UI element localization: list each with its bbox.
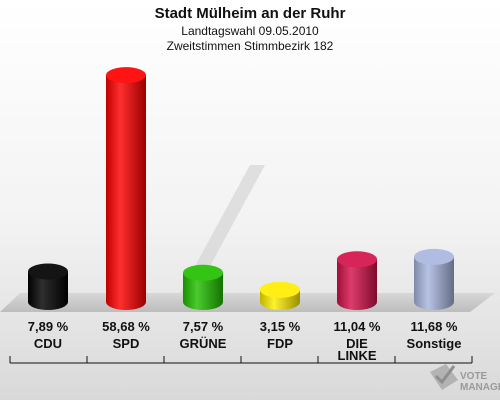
bar-sonstige <box>414 248 454 310</box>
bar-top <box>106 67 146 84</box>
bar-top <box>414 248 454 265</box>
value-label: 58,68 % <box>102 319 150 334</box>
bar-cdu <box>28 263 68 310</box>
value-label: 11,04 % <box>334 319 381 334</box>
logo-text-vote: VOTE <box>460 371 488 382</box>
bar-spd <box>106 67 146 310</box>
chart-title: Stadt Mülheim an der Ruhr <box>155 5 346 22</box>
bar-fdp <box>260 281 300 310</box>
category-label: SPD <box>113 336 140 351</box>
bar-top <box>260 281 300 298</box>
category-label: FDP <box>267 336 293 351</box>
value-label: 7,89 % <box>28 319 69 334</box>
bar-die-linke <box>337 251 377 310</box>
vote-manager-logo: VOTE MANAGER <box>430 364 500 393</box>
bar-body <box>106 75 146 310</box>
bar-body <box>337 259 377 310</box>
category-label: LINKE <box>338 348 377 363</box>
value-label: 3,15 % <box>260 319 301 334</box>
bars-group <box>28 67 454 310</box>
chart-subtitle-district: Zweitstimmen Stimmbezirk 182 <box>167 39 334 53</box>
value-label: 7,57 % <box>183 319 224 334</box>
bar-body <box>183 272 223 310</box>
category-label: DIE <box>346 336 368 351</box>
category-label: CDU <box>34 336 62 351</box>
bar-top <box>337 251 377 268</box>
value-label: 11,68 % <box>411 319 458 334</box>
bar-grüne <box>183 264 223 310</box>
bar-body <box>28 271 68 310</box>
bar-top <box>183 264 223 281</box>
logo-text-manager: MANAGER <box>460 382 500 393</box>
ballot-check-icon <box>430 364 458 390</box>
bar-body <box>414 256 454 310</box>
category-label: GRÜNE <box>180 336 227 351</box>
bar-top <box>28 263 68 280</box>
category-label: Sonstige <box>407 336 462 351</box>
chart-subtitle-election: Landtagswahl 09.05.2010 <box>181 24 319 38</box>
value-labels-group: 7,89 % 58,68 % 7,57 % 3,15 % 11,04 % 11,68 % <box>28 319 458 334</box>
